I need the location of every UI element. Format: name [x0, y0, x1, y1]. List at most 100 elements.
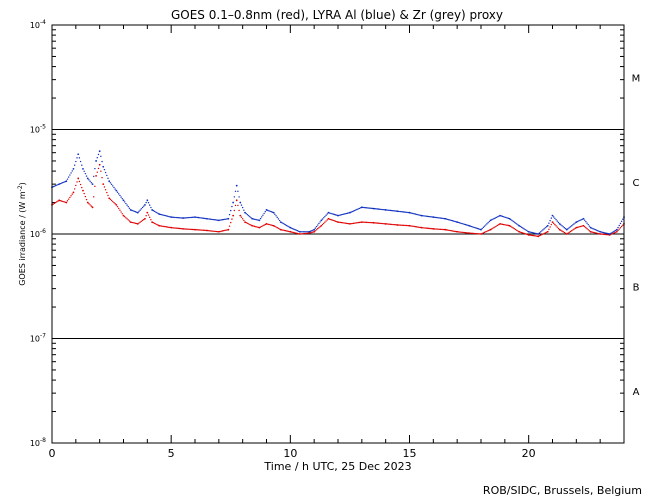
series-0-trace-dot — [83, 192, 85, 195]
series-0-trace-dot — [495, 225, 498, 227]
series-0-trace-dot — [368, 221, 370, 224]
series-1-trace-dot — [54, 185, 57, 187]
series-0-trace-dot — [138, 222, 140, 224]
series-0-trace-dot — [460, 231, 462, 233]
series-0-trace-dot — [334, 220, 337, 222]
series-1-trace-dot — [594, 229, 597, 231]
series-0-trace-dot — [611, 233, 613, 235]
series-0-point — [337, 221, 339, 223]
series-1-point — [272, 211, 275, 214]
series-0-trace-dot — [429, 227, 431, 230]
series-0-point — [227, 228, 230, 231]
series-0-trace-dot — [514, 228, 517, 231]
series-1-point — [158, 213, 161, 216]
series-0-trace-dot — [501, 223, 504, 226]
series-0-point — [58, 199, 61, 202]
series-1-trace-dot — [524, 228, 526, 231]
series-0-trace-dot — [172, 227, 175, 229]
series-1-trace-dot — [426, 215, 429, 218]
series-1-point — [65, 180, 68, 183]
series-0-trace-dot — [106, 191, 108, 194]
series-1-trace-dot — [440, 217, 443, 219]
series-1-trace-dot — [380, 208, 382, 211]
series-0-trace-dot — [541, 233, 543, 236]
series-0-trace-dot — [207, 229, 209, 232]
series-1-trace-dot — [190, 216, 193, 219]
series-1-point — [129, 209, 132, 211]
series-1-trace-dot — [493, 217, 495, 220]
series-1-trace-dot — [241, 206, 244, 209]
series-0-trace-dot — [520, 231, 523, 234]
series-1-trace-dot — [70, 172, 72, 174]
series-1-trace-dot — [175, 216, 177, 219]
series-0-trace-dot — [162, 225, 164, 228]
series-1-trace-dot — [225, 218, 227, 220]
series-0-trace-dot — [473, 232, 475, 235]
series-1-trace-dot — [605, 232, 607, 234]
series-1-trace-dot — [448, 219, 450, 221]
series-0-trace-dot — [277, 227, 280, 230]
series-1-trace-dot — [573, 223, 575, 225]
series-0-trace-dot — [112, 200, 114, 203]
series-1-trace-dot — [439, 217, 442, 219]
series-0-trace-dot — [301, 233, 303, 235]
series-0-trace-dot — [67, 198, 70, 200]
series-1-trace-dot — [278, 219, 281, 222]
series-1-trace-dot — [358, 207, 361, 210]
series-0-trace-dot — [139, 221, 141, 223]
series-1-trace-dot — [195, 216, 197, 218]
series-1-trace-dot — [618, 224, 620, 227]
series-1-point — [349, 211, 351, 214]
series-1-trace-dot — [563, 227, 566, 229]
series-1-trace-dot — [351, 210, 353, 213]
series-1-trace-dot — [409, 212, 412, 214]
series-0-trace-dot — [78, 180, 81, 183]
series-0-trace-dot — [81, 186, 83, 189]
series-1-trace-dot — [376, 208, 379, 210]
series-1-point — [58, 183, 61, 186]
series-0-trace-dot — [233, 209, 236, 212]
series-0-trace-dot — [121, 213, 124, 215]
series-0-trace-dot — [531, 234, 533, 237]
series-0-trace-dot — [424, 227, 426, 229]
series-0-trace-dot — [389, 223, 392, 226]
series-0-trace-dot — [166, 226, 169, 228]
series-1-trace-dot — [414, 213, 417, 215]
series-0-trace-dot — [604, 233, 606, 236]
series-0-trace-dot — [215, 230, 218, 233]
series-1-trace-dot — [454, 220, 456, 223]
series-0-trace-dot — [165, 226, 168, 228]
series-0-trace-dot — [268, 223, 270, 226]
series-1-trace-dot — [433, 216, 436, 218]
series-1-trace-dot — [492, 218, 494, 220]
series-0-trace-dot — [457, 231, 460, 233]
y-tick-label-base: 10 — [30, 21, 40, 30]
series-0-point — [313, 230, 316, 233]
series-1-trace-dot — [119, 194, 121, 197]
series-1-point — [82, 167, 84, 170]
series-0-trace-dot — [580, 225, 582, 228]
y-tick-label-3: 10-5 — [30, 124, 46, 135]
series-0-trace-dot — [59, 199, 62, 202]
series-0-trace-dot — [352, 222, 355, 225]
series-1-trace-dot — [266, 209, 269, 212]
series-1-trace-dot — [350, 211, 352, 213]
series-0-trace-dot — [572, 229, 574, 231]
series-0-trace-dot — [469, 232, 471, 234]
series-1-trace-dot — [73, 164, 76, 166]
series-0-point — [384, 222, 387, 225]
series-1-trace-dot — [76, 157, 78, 159]
series-0-trace-dot — [603, 233, 605, 236]
series-0-trace-dot — [476, 233, 479, 235]
series-0-trace-dot — [228, 225, 231, 227]
series-1-trace-dot — [545, 226, 548, 228]
series-1-point — [86, 177, 89, 180]
series-1-trace-dot — [177, 217, 180, 219]
series-0-trace-dot — [56, 201, 58, 203]
series-0-trace-dot — [379, 222, 381, 225]
series-1-trace-dot — [234, 190, 237, 193]
y-tick-label-1: 10-7 — [30, 333, 46, 344]
series-1-trace-dot — [131, 209, 133, 212]
series-0-trace-dot — [149, 216, 151, 219]
series-1-trace-dot — [486, 223, 488, 225]
